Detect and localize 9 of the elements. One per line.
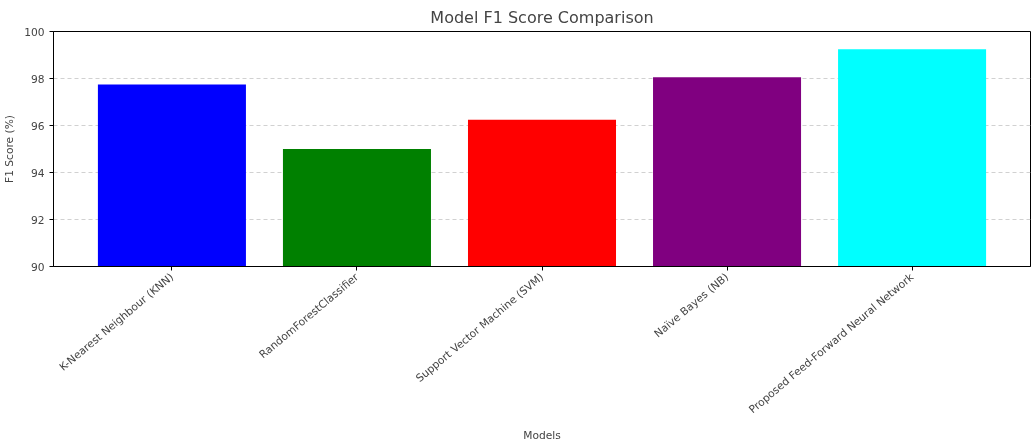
y-tick-label: 92 <box>30 213 45 227</box>
y-tick-label: 98 <box>30 72 45 86</box>
y-axis-title: F1 Score (%) <box>3 115 17 183</box>
y-tick-label: 90 <box>30 260 45 274</box>
y-tick-label: 94 <box>30 166 45 180</box>
chart-title: Model F1 Score Comparison <box>430 7 654 27</box>
x-axis-title: Models <box>523 429 562 443</box>
y-tick-label: 96 <box>30 119 45 133</box>
y-tick-label: 100 <box>24 25 45 39</box>
